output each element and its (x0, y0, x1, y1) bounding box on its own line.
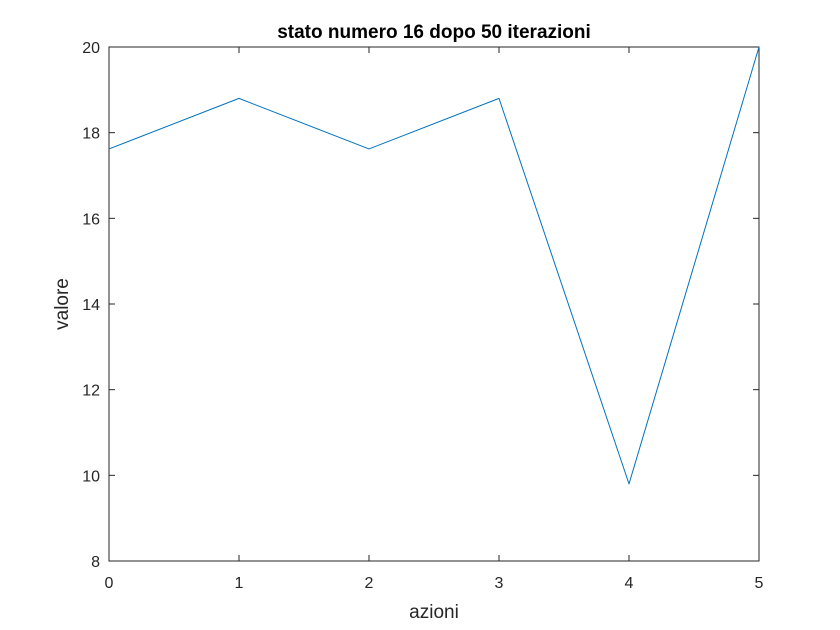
y-tick-label: 8 (91, 554, 100, 571)
x-axis-tick-labels: 0 1 2 3 4 5 (105, 575, 764, 592)
y-tick-label: 10 (82, 468, 100, 485)
x-tick-label: 3 (495, 575, 504, 592)
y-tick-label: 12 (82, 383, 100, 400)
x-tick-label: 0 (105, 575, 114, 592)
y-tick-label: 20 (82, 40, 100, 57)
y-tick-label: 18 (82, 126, 100, 143)
x-tick-label: 2 (365, 575, 374, 592)
series-group (108, 46, 760, 485)
y-axis-tick-labels: 8 10 12 14 16 18 20 (82, 40, 100, 571)
x-tick-label: 1 (235, 575, 244, 592)
x-axis-label: azioni (409, 602, 459, 623)
y-axis-ticks (109, 46, 759, 562)
y-tick-label: 14 (82, 297, 100, 314)
chart-title: stato numero 16 dopo 50 iterazioni (277, 22, 591, 43)
x-tick-label: 4 (625, 575, 634, 592)
plot-area (108, 46, 760, 562)
x-tick-label: 5 (755, 575, 764, 592)
series-line (108, 46, 760, 485)
y-tick-label: 16 (82, 211, 100, 228)
y-axis-label: valore (52, 278, 73, 330)
